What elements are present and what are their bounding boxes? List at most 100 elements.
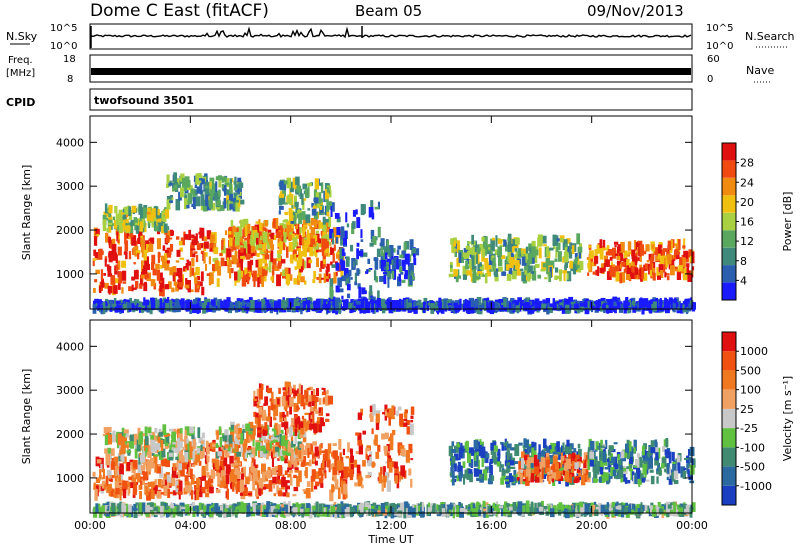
heatmap-cell	[221, 176, 224, 183]
heatmap-cell	[521, 451, 525, 462]
colorbar-segment	[722, 160, 736, 178]
heatmap-cell	[188, 467, 191, 477]
heatmap-cell	[450, 449, 456, 453]
heatmap-cell	[666, 275, 670, 281]
heatmap-cell	[394, 466, 399, 476]
heatmap-cell	[579, 456, 582, 462]
heatmap-cell	[349, 469, 354, 477]
heatmap-cell	[476, 276, 481, 280]
heatmap-cell	[305, 214, 311, 224]
heatmap-cell	[138, 231, 141, 242]
heatmap-cell	[566, 458, 571, 470]
heatmap-cell	[124, 206, 129, 215]
heatmap-cell	[295, 223, 299, 229]
heatmap-cell	[207, 183, 212, 186]
heatmap-cell	[299, 235, 302, 246]
heatmap-cell	[162, 479, 165, 485]
heatmap-cell	[235, 199, 240, 212]
heatmap-cell	[398, 450, 401, 456]
heatmap-cell	[275, 226, 281, 235]
heatmap-cell	[142, 305, 146, 308]
heatmap-cell	[166, 260, 170, 264]
heatmap-cell	[240, 219, 245, 228]
heatmap-cell	[113, 220, 117, 229]
heatmap-cell	[292, 212, 296, 216]
heatmap-cell	[397, 245, 401, 250]
heatmap-cell	[528, 252, 533, 265]
heatmap-cell	[549, 260, 555, 269]
heatmap-cell	[497, 246, 502, 257]
heatmap-cell	[570, 474, 575, 485]
heatmap-cell	[563, 271, 566, 282]
heatmap-cell	[177, 433, 183, 442]
heatmap-cell	[546, 452, 550, 461]
heatmap-cell	[155, 443, 161, 451]
heatmap-cell	[473, 468, 479, 474]
heatmap-cell	[627, 254, 631, 257]
heatmap-cell	[127, 302, 132, 309]
nsearch-label: N.Search	[745, 30, 795, 43]
heatmap-cell	[314, 408, 318, 414]
heatmap-cell	[178, 489, 181, 500]
heatmap-cell	[555, 246, 558, 258]
heatmap-cell	[124, 429, 129, 438]
heatmap-cell	[241, 468, 244, 473]
heatmap-cell	[284, 470, 288, 475]
heatmap-cell	[486, 264, 492, 277]
heatmap-cell	[137, 462, 142, 474]
heatmap-cell	[181, 439, 186, 442]
heatmap-cell	[314, 241, 317, 247]
heatmap-cell	[273, 453, 277, 458]
heatmap-cell	[190, 188, 195, 195]
heatmap-cell	[138, 230, 143, 236]
heatmap-cell	[343, 483, 348, 495]
heatmap-cell	[311, 450, 314, 455]
heatmap-cell	[93, 249, 97, 256]
heatmap-cell	[391, 429, 396, 436]
heatmap-cell	[310, 304, 314, 310]
heatmap-cell	[423, 301, 426, 314]
heatmap-cell	[224, 444, 229, 449]
heatmap-cell	[560, 455, 565, 461]
heatmap-cell	[170, 435, 173, 439]
heatmap-cell	[239, 302, 243, 310]
heatmap-cell	[225, 452, 230, 458]
heatmap-cell	[203, 298, 208, 307]
heatmap-cell	[657, 275, 661, 280]
heatmap-cell	[563, 251, 569, 263]
heatmap-cell	[180, 180, 183, 184]
heatmap-cell	[166, 474, 171, 482]
heatmap-cell	[129, 222, 134, 234]
heatmap-cell	[352, 221, 356, 229]
heatmap-cell	[291, 204, 294, 209]
heatmap-cell	[257, 258, 263, 268]
heatmap-cell	[279, 193, 285, 198]
heatmap-cell	[196, 243, 202, 250]
heatmap-cell	[547, 475, 550, 482]
heatmap-cell	[301, 415, 305, 420]
heatmap-cell	[494, 273, 499, 282]
heatmap-cell	[384, 415, 387, 421]
heatmap-cell	[164, 445, 169, 449]
heatmap-cell	[177, 279, 180, 288]
heatmap-cell	[334, 213, 340, 219]
heatmap-cell	[93, 288, 96, 293]
heatmap-cell	[231, 248, 234, 252]
heatmap-cell	[634, 240, 637, 252]
heatmap-cell	[688, 304, 692, 312]
heatmap-cell	[389, 442, 394, 451]
heatmap-cell	[100, 490, 104, 494]
heatmap-cell	[190, 248, 196, 251]
heatmap-cell	[521, 271, 526, 282]
heatmap-cell	[286, 298, 289, 308]
heatmap-cell	[298, 270, 301, 281]
heatmap-cell	[244, 224, 248, 237]
heatmap-cell	[169, 428, 174, 432]
heatmap-cell	[204, 480, 209, 489]
heatmap-cell	[369, 285, 373, 293]
heatmap-cell	[320, 443, 323, 449]
heatmap-cell	[585, 455, 589, 466]
heatmap-cell	[372, 236, 377, 245]
heatmap-cell	[479, 272, 484, 277]
heatmap-cell	[457, 275, 462, 279]
